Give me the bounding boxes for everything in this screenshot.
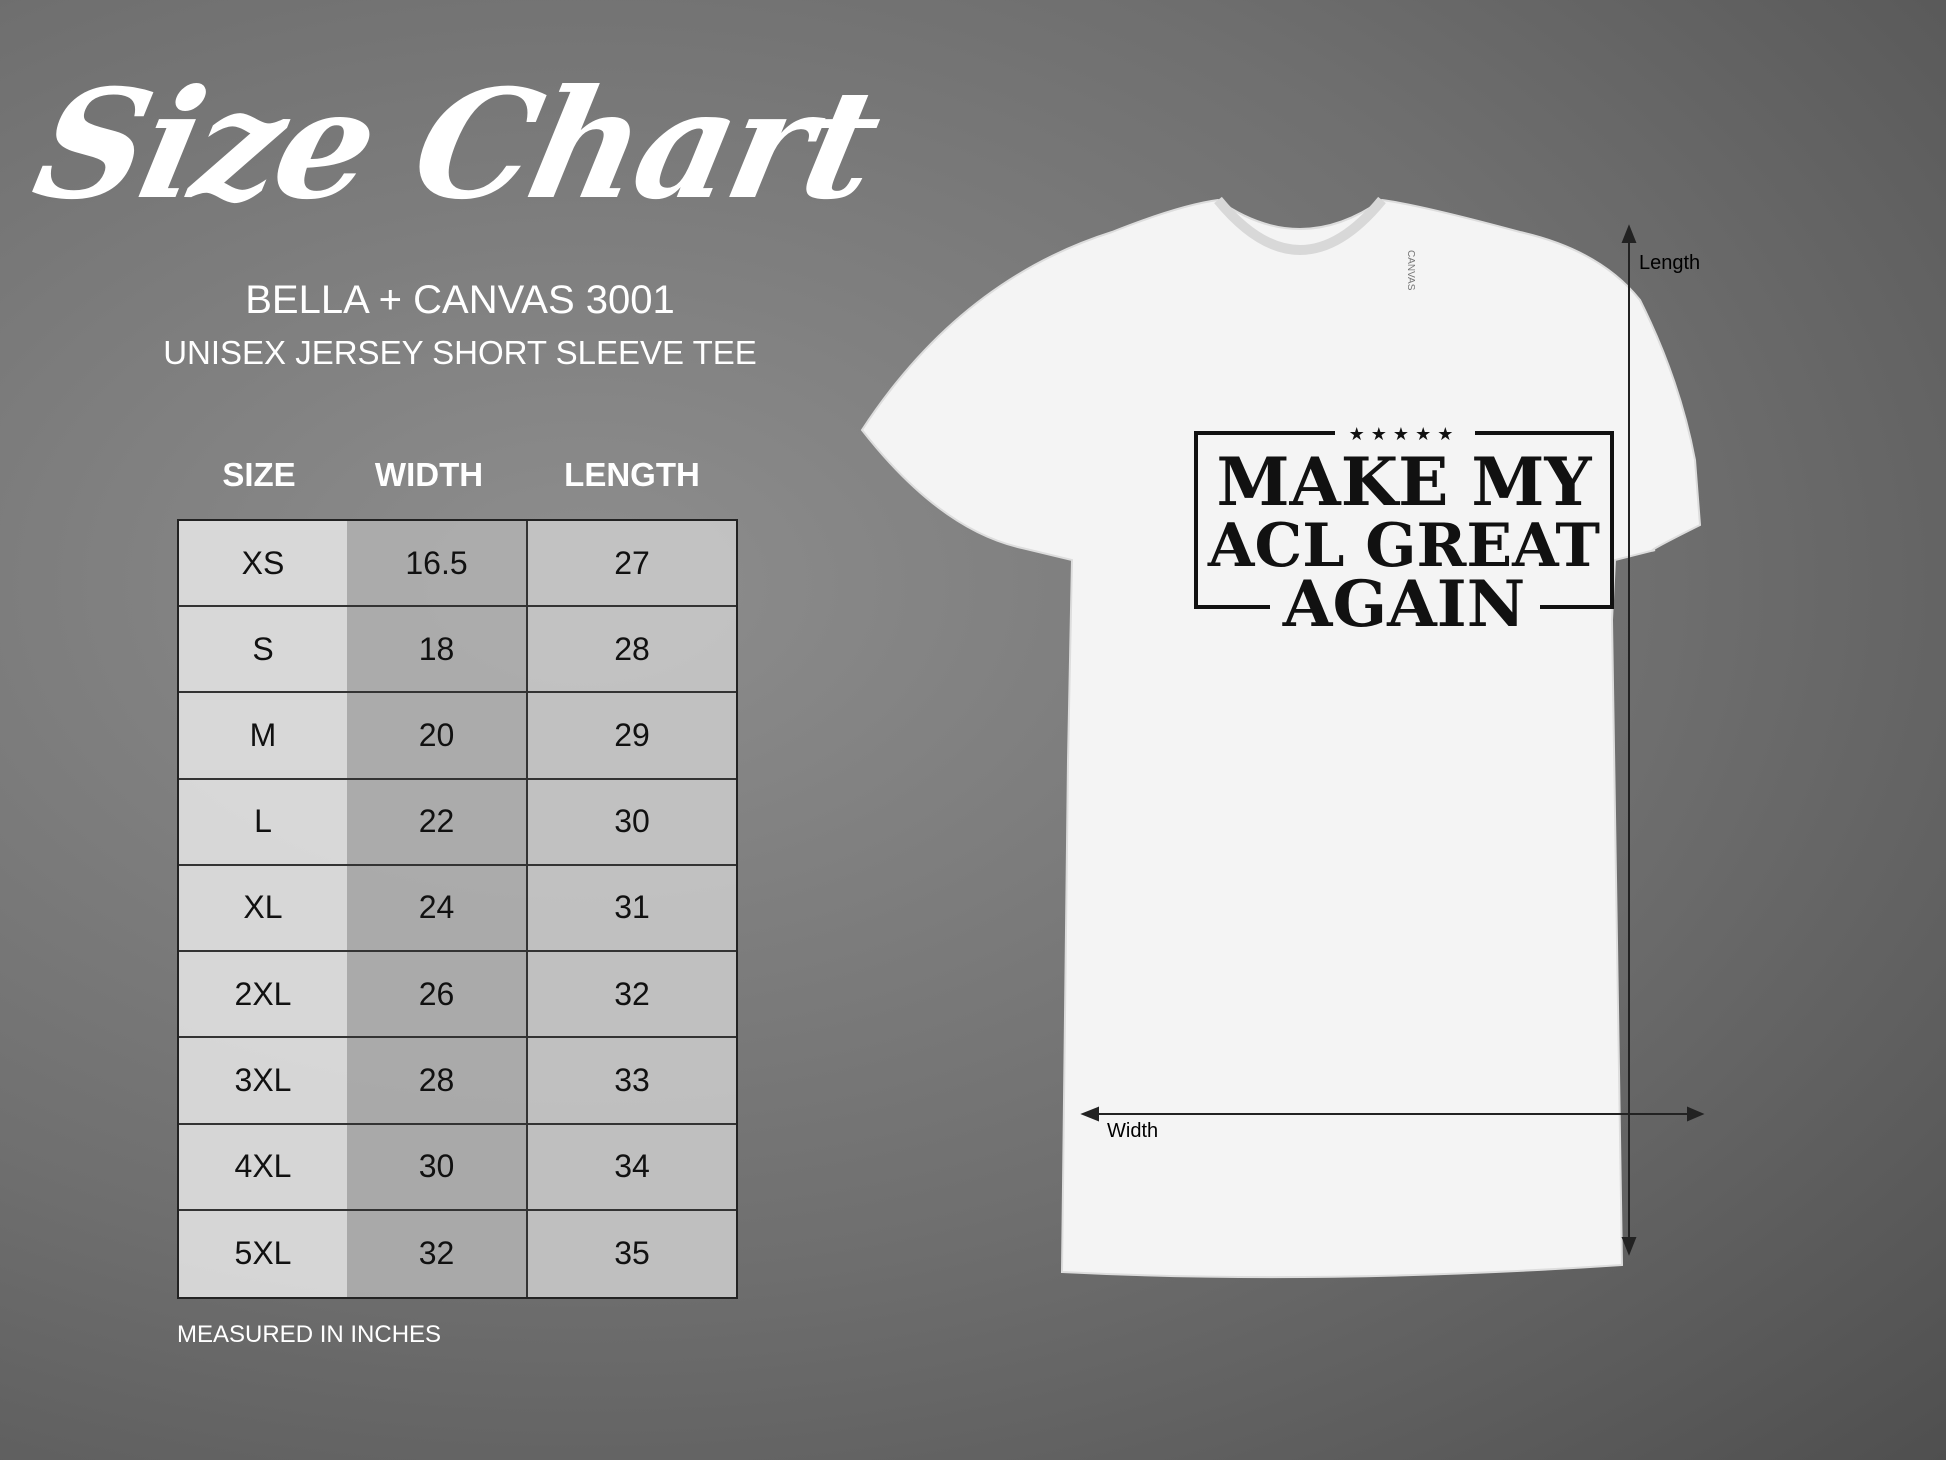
neck-label: CANVAS <box>1405 250 1416 291</box>
brand-model: BELLA + CANVAS 3001 <box>245 278 675 322</box>
cell-size: 4XL <box>179 1124 347 1211</box>
measurement-note: MEASURED IN INCHES <box>177 1321 442 1348</box>
design-line-1: MAKE MY <box>1216 443 1592 521</box>
cell-size: 3XL <box>179 1038 347 1125</box>
header-width: WIDTH <box>374 456 484 493</box>
header-size: SIZE <box>222 456 296 493</box>
cell-length: 34 <box>528 1124 736 1211</box>
cell-width: 30 <box>347 1124 528 1211</box>
cell-length: 29 <box>528 693 736 780</box>
cell-size: L <box>179 779 347 866</box>
design-line-3: AGAIN <box>1282 567 1525 642</box>
width-label: Width <box>1107 1120 1158 1142</box>
header-length: LENGTH <box>564 456 700 493</box>
design-stars: ★★★★★ <box>1349 424 1460 444</box>
cell-size: 5XL <box>179 1210 347 1297</box>
cell-width: 20 <box>347 693 528 780</box>
cell-length: 27 <box>528 521 736 608</box>
cell-width: 18 <box>347 607 528 694</box>
cell-size: S <box>179 607 347 694</box>
cell-length: 35 <box>528 1210 736 1297</box>
cell-size: 2XL <box>179 952 347 1039</box>
cell-length: 33 <box>528 1038 736 1125</box>
cell-width: 16.5 <box>347 521 528 608</box>
design-line-2: ACL GREAT <box>1207 511 1600 581</box>
cell-length: 28 <box>528 607 736 694</box>
cell-width: 22 <box>347 779 528 866</box>
cell-length: 31 <box>528 865 736 953</box>
width-arrow <box>1080 1106 1705 1122</box>
cell-size: XL <box>179 865 347 953</box>
product-subtitle: UNISEX JERSEY SHORT SLEEVE TEE <box>163 334 757 371</box>
cell-width: 26 <box>347 952 528 1039</box>
cell-size: M <box>179 693 347 780</box>
cell-size: XS <box>179 521 347 608</box>
cell-length: 32 <box>528 952 736 1039</box>
tshirt-shape <box>860 198 1702 1279</box>
cell-width: 24 <box>347 865 528 953</box>
cell-length: 30 <box>528 779 736 866</box>
size-table: XS 16.5 27 S 18 28 M 20 29 L 22 30 XL 24 31 2XL 26 32 3XL 2… <box>177 519 738 1299</box>
cell-width: 28 <box>347 1038 528 1125</box>
length-arrow <box>1621 224 1637 1256</box>
length-label: Length <box>1639 252 1700 274</box>
cell-width: 32 <box>347 1210 528 1297</box>
